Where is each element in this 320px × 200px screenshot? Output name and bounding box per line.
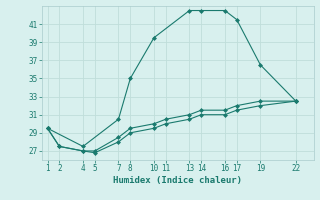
X-axis label: Humidex (Indice chaleur): Humidex (Indice chaleur) [113,176,242,185]
